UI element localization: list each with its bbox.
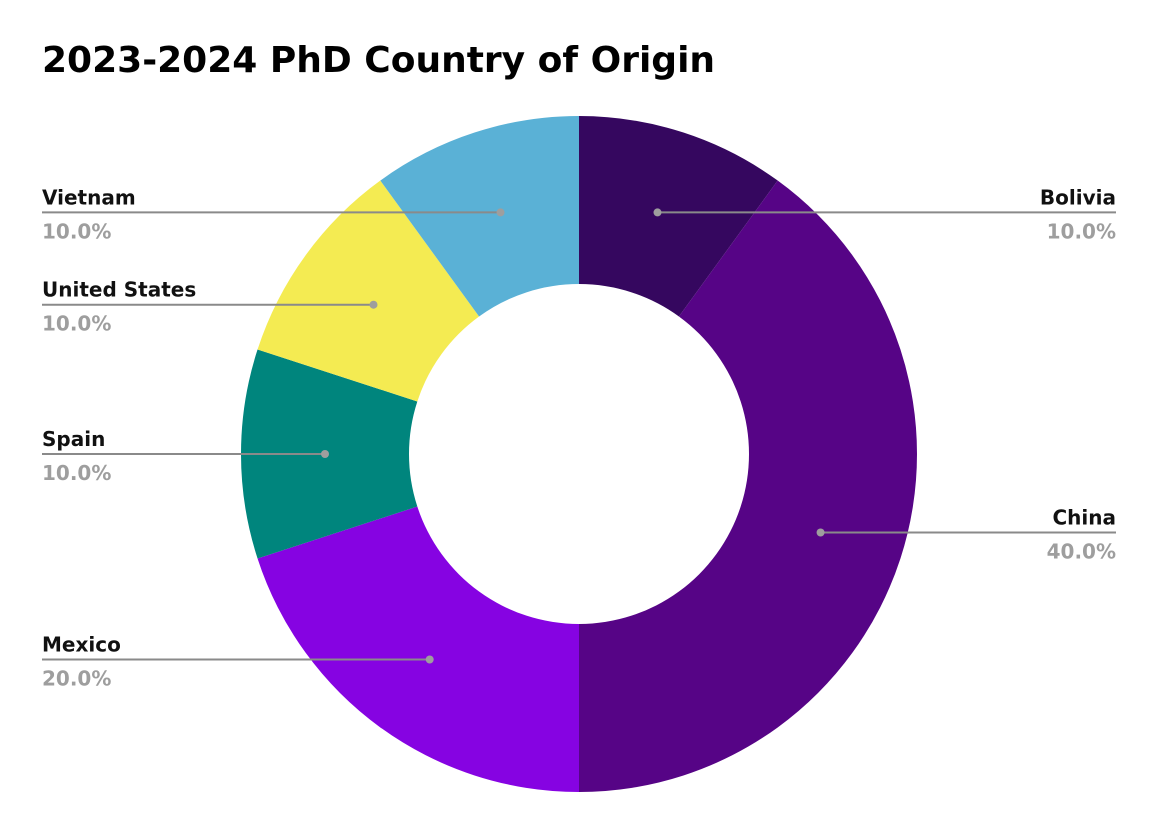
- slice-value-spain: 10.0%: [42, 461, 111, 485]
- slice-china: [579, 180, 917, 793]
- slice-spain: [241, 349, 418, 559]
- slice-value-vietnam: 10.0%: [42, 219, 111, 243]
- slice-bolivia: [579, 116, 778, 317]
- labels: Bolivia 10.0% China 40.0% Mexico 20.0% Spain 10…: [42, 185, 1116, 690]
- slice-label-vietnam: Vietnam: [42, 185, 136, 209]
- slice-value-united-states: 10.0%: [42, 312, 111, 336]
- leader-dot-vietnam: [496, 208, 505, 217]
- leader-dot-mexico: [425, 655, 434, 664]
- chart-title: 2023-2024 PhD Country of Origin: [42, 40, 716, 81]
- slice-label-bolivia: Bolivia: [1040, 185, 1116, 209]
- leader-dot-bolivia: [653, 208, 662, 217]
- leader-dot-united-states: [369, 300, 378, 309]
- slice-label-china: China: [1052, 505, 1116, 529]
- slice-mexico: [257, 506, 579, 792]
- slice-label-united-states: United States: [42, 278, 196, 302]
- slice-value-china: 40.0%: [1047, 539, 1116, 563]
- leader-dot-spain: [321, 450, 329, 458]
- slice-label-spain: Spain: [42, 427, 105, 451]
- slice-united-states: [257, 180, 480, 402]
- slice-label-mexico: Mexico: [42, 632, 121, 656]
- slice-value-mexico: 20.0%: [42, 666, 111, 690]
- slice-vietnam: [380, 116, 579, 317]
- slices: [241, 116, 917, 793]
- leader-dot-china: [816, 528, 825, 537]
- slice-value-bolivia: 10.0%: [1047, 219, 1116, 243]
